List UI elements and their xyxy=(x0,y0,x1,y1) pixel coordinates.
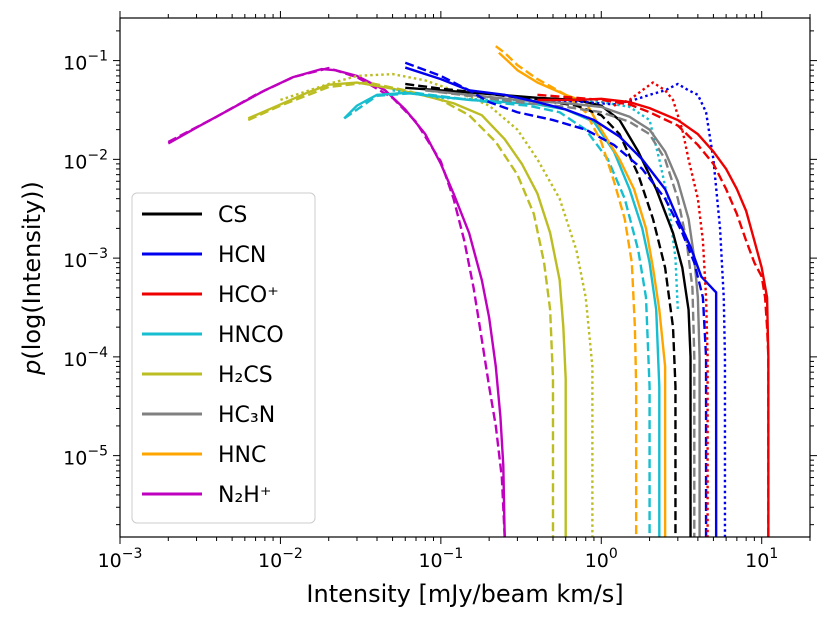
series-line-17 xyxy=(537,97,770,537)
legend-label: N₂H⁺ xyxy=(218,483,271,508)
series-line-1 xyxy=(167,66,506,537)
series-line-18 xyxy=(537,93,770,537)
series-line-9 xyxy=(495,45,638,537)
series-line-13 xyxy=(425,89,696,537)
y-tick-label: 10−1 xyxy=(63,49,108,75)
x-axis-label: Intensity [mJy/beam km/s] xyxy=(306,580,623,608)
legend-entry: N₂H⁺ xyxy=(142,483,271,508)
series-layer xyxy=(167,45,770,537)
legend-label: H₂CS xyxy=(218,363,273,388)
series-line-2 xyxy=(247,81,567,537)
legend-label: HNC xyxy=(218,443,266,468)
x-tick-label: 10−2 xyxy=(258,546,303,572)
series-line-6 xyxy=(343,91,651,537)
x-tick-label: 100 xyxy=(585,546,618,572)
legend-entry: HCN xyxy=(142,243,266,268)
legend-label: HNCO xyxy=(218,323,284,348)
y-tick-label: 10−2 xyxy=(63,147,108,173)
y-axis-label: p(log(Intensity)) xyxy=(18,181,46,376)
legend-entry: CS xyxy=(142,203,247,228)
series-line-10 xyxy=(405,86,692,537)
legend-box xyxy=(131,192,316,524)
legend-label: HCO⁺ xyxy=(218,283,279,308)
series-line-3 xyxy=(247,81,555,537)
series-line-15 xyxy=(404,61,708,537)
ticks-layer xyxy=(113,11,817,544)
x-tick-label: 101 xyxy=(745,546,778,572)
legend-entry: HNCO xyxy=(142,323,284,348)
y-tick-label: 10−4 xyxy=(63,345,108,371)
y-tick-label: 10−3 xyxy=(63,246,108,272)
legend-entry: HC₃N xyxy=(142,403,275,428)
y-tick-label: 10−5 xyxy=(63,444,108,470)
legend-entry: HNC xyxy=(142,443,266,468)
series-line-8 xyxy=(498,51,667,537)
x-tick-label: 10−1 xyxy=(418,546,463,572)
legend-entry: H₂CS xyxy=(142,363,273,388)
series-line-4 xyxy=(280,72,594,537)
tick-labels-layer: 10−3 10−2 10−1 100 101 10−5 10−4 10−3 10−2 10−1 xyxy=(63,49,778,572)
series-line-14 xyxy=(404,66,718,537)
legend: CS HCN HCO⁺ HNCO H₂CS HC₃N HNC N₂H⁺ xyxy=(131,192,316,524)
legend-entry: HCO⁺ xyxy=(142,283,279,308)
legend-label: HCN xyxy=(218,243,266,268)
legend-label: HC₃N xyxy=(218,403,275,428)
x-tick-label: 10−3 xyxy=(98,546,143,572)
series-line-7 xyxy=(392,89,680,310)
plot-frame xyxy=(119,17,811,538)
legend-label: CS xyxy=(218,203,247,228)
plot-area xyxy=(119,17,811,538)
